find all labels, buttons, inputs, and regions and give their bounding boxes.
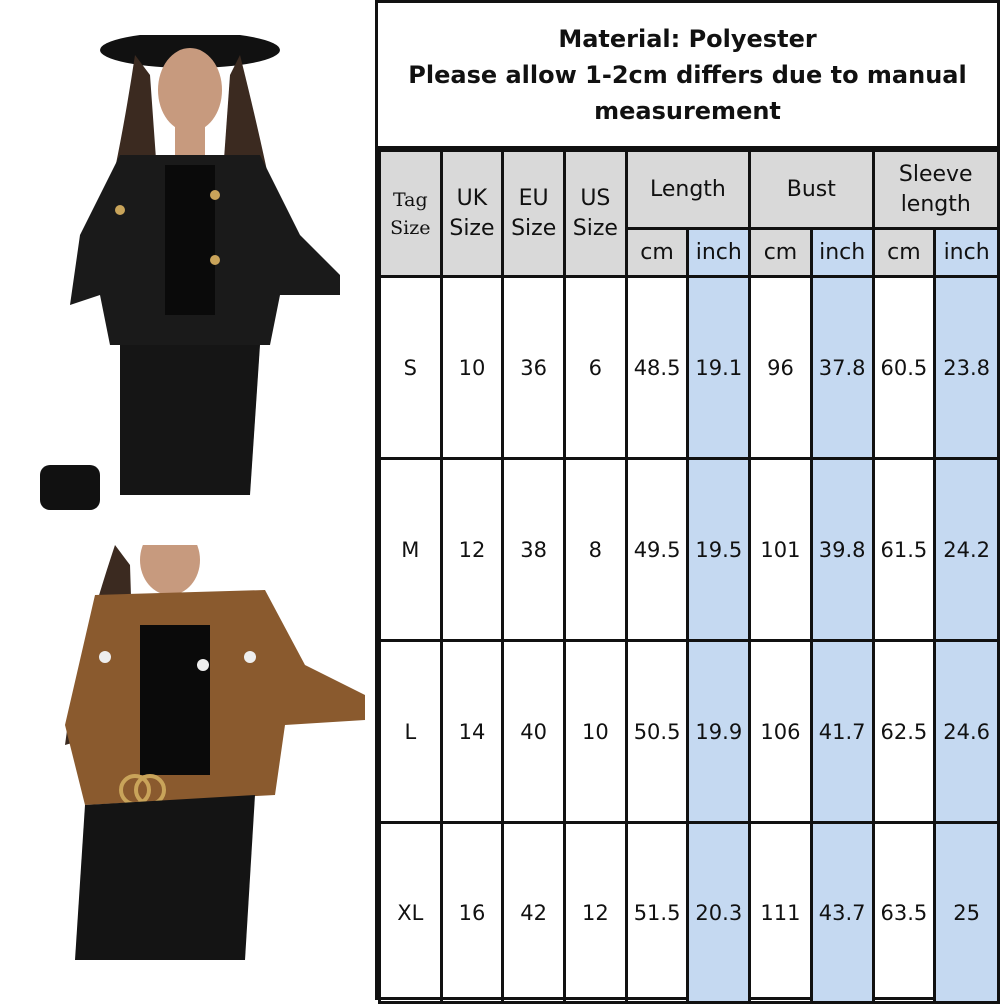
table-cell: 63.5 — [871, 821, 937, 1004]
table-cell: 96 — [748, 275, 813, 460]
header-cm: cm — [748, 227, 813, 278]
table-cell: 24.6 — [933, 639, 1000, 824]
table-cell: L — [378, 639, 443, 824]
chart-title: Material: Polyester Please allow 1-2cm d… — [378, 3, 997, 149]
table-cell: 111 — [748, 821, 813, 1004]
table-cell: 38 — [501, 457, 566, 642]
header-tag-size: Tag Size — [378, 149, 443, 278]
table-cell: 40 — [501, 639, 566, 824]
table-cell: 19.1 — [686, 275, 752, 460]
header-eu-size: EU Size — [501, 149, 566, 278]
table-cell: 16 — [439, 821, 505, 1004]
table-row: L 14 40 10 50.5 19.9 106 41.7 62.5 24.6 — [378, 639, 1000, 824]
table-cell: 50.5 — [624, 639, 690, 824]
table-cell: 19.5 — [686, 457, 752, 642]
table-cell: 14 — [439, 639, 505, 824]
table-cell: 39.8 — [809, 457, 875, 642]
table-cell: 20.3 — [686, 821, 752, 1004]
table-cell: 48.5 — [624, 275, 690, 460]
header-bust: Bust — [748, 149, 875, 230]
table-cell: 41.7 — [809, 639, 875, 824]
table-cell: 42 — [501, 821, 566, 1004]
note-text: Please allow 1-2cm differs due to manual — [408, 60, 967, 89]
size-table: Tag Size UK Size EU Size US Size Length … — [378, 149, 1000, 1004]
table-row: S 10 36 6 48.5 19.1 96 37.8 60.5 23.8 — [378, 275, 1000, 460]
table-cell: 51.5 — [624, 821, 690, 1004]
black-jacket-photo — [40, 35, 340, 510]
table-cell: 19.9 — [686, 639, 752, 824]
table-cell: 62.5 — [871, 639, 937, 824]
table-cell: 61.5 — [871, 457, 937, 642]
brown-jacket-photo — [65, 545, 365, 960]
header-uk-size: UK Size — [439, 149, 505, 278]
table-cell: 23.8 — [933, 275, 1000, 460]
table-cell: 12 — [439, 457, 505, 642]
note-text-cont: measurement — [594, 96, 781, 125]
table-cell: 43.7 — [809, 821, 875, 1004]
table-row: M 12 38 8 49.5 19.5 101 39.8 61.5 24.2 — [378, 457, 1000, 642]
table-cell: 12 — [563, 821, 628, 1004]
header-inch: inch — [933, 227, 1000, 278]
table-cell: 25 — [933, 821, 1000, 1004]
product-photos — [0, 0, 378, 1000]
header-length: Length — [624, 149, 752, 230]
size-chart: Material: Polyester Please allow 1-2cm d… — [378, 0, 1000, 1004]
table-cell: 8 — [563, 457, 628, 642]
table-cell: 6 — [563, 275, 628, 460]
material-text: Material: Polyester — [558, 24, 817, 53]
header-cm: cm — [871, 227, 937, 278]
table-cell: 24.2 — [933, 457, 1000, 642]
table-row: XL 16 42 12 51.5 20.3 111 43.7 63.5 25 — [378, 821, 1000, 1004]
table-cell: 10 — [563, 639, 628, 824]
table-cell: S — [378, 275, 443, 460]
table-cell: 37.8 — [809, 275, 875, 460]
table-cell: 49.5 — [624, 457, 690, 642]
table-cell: 10 — [439, 275, 505, 460]
header-inch: inch — [686, 227, 752, 278]
table-cell: 36 — [501, 275, 566, 460]
table-cell: 106 — [748, 639, 813, 824]
table-cell: M — [378, 457, 443, 642]
table-cell: 60.5 — [871, 275, 937, 460]
header-sleeve-length: Sleeve length — [871, 149, 1000, 230]
table-cell: XL — [378, 821, 443, 1004]
table-cell: 101 — [748, 457, 813, 642]
header-us-size: US Size — [563, 149, 628, 278]
header-inch: inch — [809, 227, 875, 278]
header-cm: cm — [624, 227, 690, 278]
